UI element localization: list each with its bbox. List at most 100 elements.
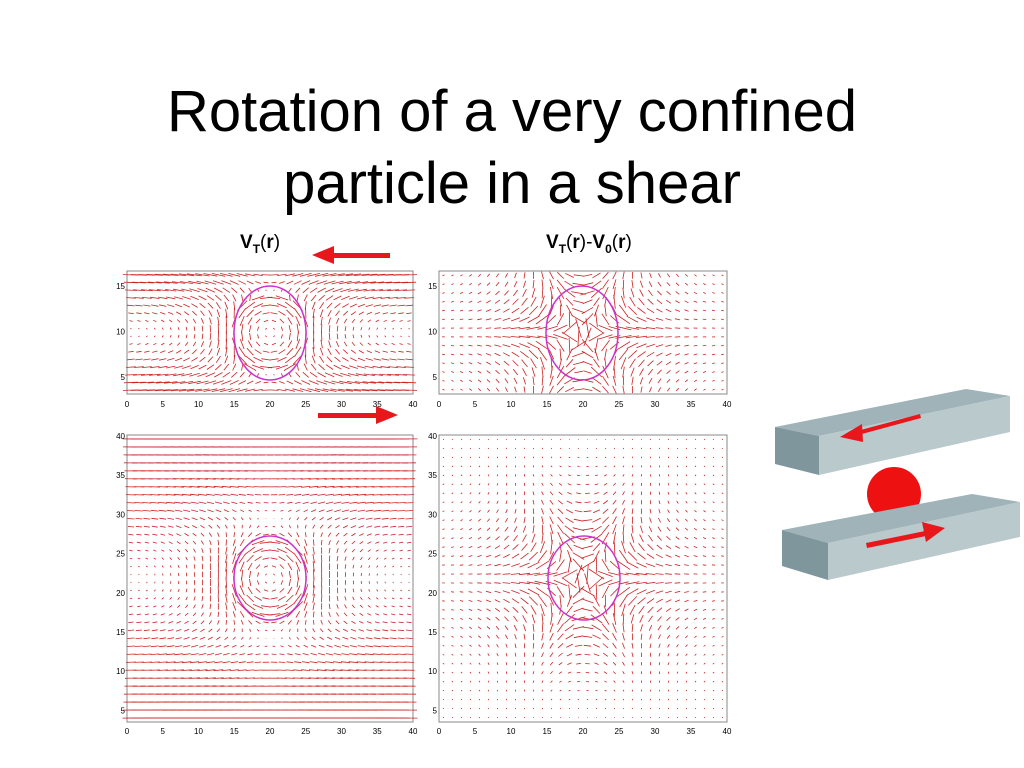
velocity-vector: [685, 509, 688, 513]
velocity-vector: [192, 349, 197, 355]
velocity-vector: [313, 338, 315, 350]
velocity-vector: [325, 501, 334, 504]
velocity-vector: [406, 350, 412, 353]
velocity-vector: [549, 661, 554, 666]
velocity-vector: [305, 532, 307, 538]
velocity-vector: [502, 582, 511, 584]
velocity-vector: [478, 273, 481, 277]
velocity-vector: [398, 621, 404, 624]
velocity-vector: [200, 540, 204, 545]
velocity-vector: [627, 551, 638, 561]
velocity-vector: [451, 671, 454, 674]
velocity-vector: [366, 350, 372, 354]
velocity-vector: [255, 341, 261, 347]
velocity-vector: [649, 272, 652, 279]
velocity-vector: [201, 548, 204, 554]
velocity-vector: [189, 288, 200, 293]
velocity-vector: [667, 653, 670, 657]
velocity-vector: [478, 447, 481, 450]
velocity-vector: [645, 563, 656, 567]
velocity-vector: [572, 552, 585, 560]
velocity-vector: [694, 474, 697, 477]
velocity-vector: [257, 373, 260, 377]
velocity-vector: [166, 358, 175, 361]
velocity-vector: [513, 615, 518, 622]
velocity-vector: [521, 359, 528, 368]
velocity-vector: [251, 295, 265, 301]
velocity-vector: [665, 573, 672, 575]
velocity-vector: [405, 518, 413, 520]
velocity-vector: [604, 358, 607, 369]
velocity-vector: [581, 598, 594, 604]
velocity-vector: [338, 273, 353, 277]
velocity-vector: [158, 645, 167, 648]
velocity-vector: [397, 304, 405, 307]
velocity-vector: [559, 595, 562, 607]
velocity-vector: [496, 456, 499, 459]
velocity-vector: [168, 533, 174, 536]
velocity-vector: [665, 361, 672, 366]
velocity-vector: [721, 474, 724, 477]
velocity-vector: [127, 518, 135, 520]
velocity-vector: [571, 535, 586, 541]
velocity-vector: [206, 493, 215, 496]
velocity-vector: [703, 680, 706, 683]
velocity-vector: [238, 661, 246, 664]
velocity-vector: [237, 478, 248, 480]
velocity-vector: [648, 377, 653, 384]
velocity-vector: [582, 519, 593, 522]
velocity-vector: [468, 300, 473, 303]
velocity-vector: [363, 373, 376, 376]
velocity-vector: [271, 381, 277, 384]
velocity-vector: [185, 588, 188, 593]
velocity-vector: [183, 357, 191, 362]
velocity-vector: [370, 381, 385, 384]
velocity-vector: [655, 582, 664, 584]
velocity-vector: [478, 644, 481, 648]
velocity-vector: [239, 561, 245, 572]
velocity-vector: [564, 280, 575, 288]
velocity-vector: [128, 621, 134, 624]
velocity-vector: [348, 486, 359, 488]
velocity-vector: [547, 314, 556, 324]
velocity-vector: [308, 380, 319, 385]
velocity-vector: [442, 689, 445, 692]
velocity-vector: [694, 447, 697, 450]
velocity-vector: [288, 578, 291, 587]
velocity-vector: [225, 532, 227, 538]
velocity-vector: [469, 456, 472, 459]
velocity-vector: [236, 388, 248, 392]
velocity-vector: [193, 556, 196, 561]
velocity-vector: [573, 635, 584, 639]
velocity-vector: [320, 532, 323, 537]
velocity-vector: [468, 564, 473, 566]
tick-label: 15: [230, 400, 239, 409]
velocity-vector: [485, 309, 492, 312]
velocity-vector: [187, 388, 202, 392]
velocity-vector: [556, 365, 565, 379]
velocity-vector: [263, 281, 269, 284]
velocity-vector: [353, 273, 370, 276]
velocity-vector: [567, 662, 572, 665]
velocity-vector: [450, 362, 455, 365]
velocity-vector: [635, 335, 648, 338]
velocity-vector: [549, 305, 554, 316]
velocity-vector: [604, 447, 607, 450]
velocity-vector: [676, 447, 679, 450]
velocity-vector: [303, 546, 308, 555]
velocity-vector: [590, 366, 603, 378]
velocity-vector: [148, 373, 161, 376]
velocity-vector: [442, 555, 445, 557]
velocity-vector: [469, 698, 472, 701]
velocity-vector: [231, 371, 238, 378]
velocity-vector: [604, 456, 607, 459]
velocity-vector: [510, 582, 521, 584]
velocity-vector: [712, 292, 715, 294]
velocity-vector: [303, 644, 309, 648]
velocity-vector: [288, 570, 291, 579]
velocity-vector: [532, 642, 535, 649]
velocity-vector: [160, 312, 166, 315]
velocity-vector: [594, 492, 599, 495]
velocity-vector: [502, 573, 511, 575]
velocity-vector: [582, 299, 593, 305]
